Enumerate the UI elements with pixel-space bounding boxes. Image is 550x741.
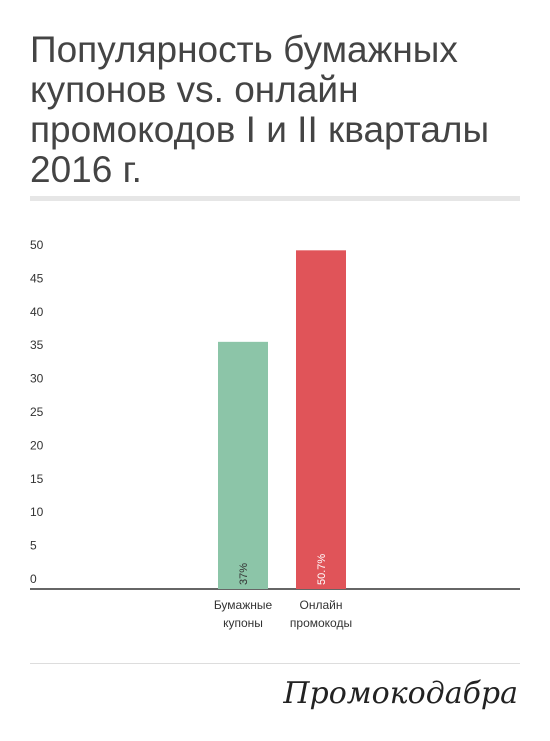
y-tick-label: 35 bbox=[30, 338, 44, 352]
logo: Промокодабра bbox=[283, 676, 518, 711]
y-tick-label: 0 bbox=[30, 572, 37, 586]
bar bbox=[218, 341, 268, 589]
y-tick-label: 50 bbox=[30, 238, 44, 252]
x-tick-label: Онлайн промокоды bbox=[289, 598, 353, 630]
value-label: 50.7% bbox=[316, 554, 328, 585]
y-tick-label: 10 bbox=[30, 505, 44, 519]
title-rule bbox=[30, 196, 520, 201]
x-tick-label: Бумажные купоны bbox=[213, 598, 273, 630]
y-tick-label: 40 bbox=[30, 305, 44, 319]
bar bbox=[296, 250, 346, 589]
y-tick-label: 20 bbox=[30, 438, 44, 452]
y-tick-label: 15 bbox=[30, 472, 44, 486]
y-tick-label: 45 bbox=[30, 271, 44, 285]
y-tick-label: 5 bbox=[30, 539, 37, 553]
y-tick-label: 30 bbox=[30, 372, 44, 386]
y-tick-label: 25 bbox=[30, 405, 44, 419]
value-label: 37% bbox=[238, 563, 250, 585]
chart-title: Популярность бумажных купонов vs. онлайн… bbox=[30, 29, 490, 190]
footer-rule bbox=[30, 663, 520, 664]
